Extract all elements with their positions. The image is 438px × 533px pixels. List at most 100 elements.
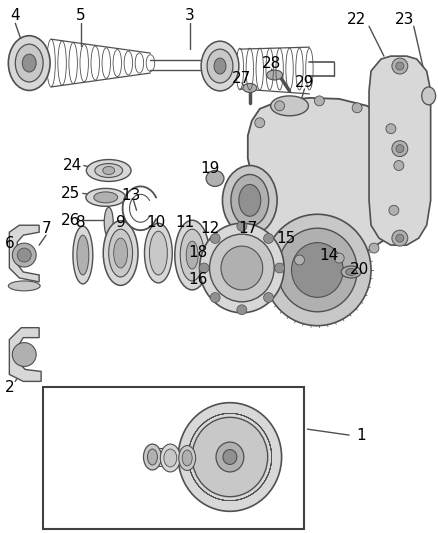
Circle shape [392,58,408,74]
Ellipse shape [182,450,192,466]
Ellipse shape [243,84,257,92]
Ellipse shape [214,58,226,74]
Ellipse shape [103,166,115,174]
Text: 11: 11 [176,215,195,230]
Ellipse shape [22,54,36,72]
Ellipse shape [264,214,371,326]
Text: 23: 23 [395,12,414,27]
Ellipse shape [8,36,50,91]
Ellipse shape [192,417,268,497]
Ellipse shape [15,44,43,82]
Circle shape [392,230,408,246]
Ellipse shape [104,207,113,237]
Circle shape [352,103,362,113]
Text: 5: 5 [76,8,86,23]
Circle shape [396,144,404,152]
Ellipse shape [206,171,224,187]
Ellipse shape [207,49,233,83]
Circle shape [210,293,220,303]
Text: 7: 7 [41,221,51,236]
Text: 18: 18 [188,245,208,260]
Circle shape [396,62,404,70]
Ellipse shape [179,446,196,471]
Circle shape [314,96,324,106]
Circle shape [237,221,247,231]
Circle shape [264,233,273,244]
Polygon shape [9,328,41,382]
Text: 13: 13 [121,188,140,203]
Ellipse shape [94,192,118,203]
Polygon shape [9,225,39,282]
Circle shape [17,248,31,262]
Ellipse shape [95,164,123,177]
Text: 19: 19 [200,161,220,176]
Ellipse shape [160,444,180,472]
Ellipse shape [223,449,237,464]
Text: 14: 14 [320,247,339,263]
Circle shape [255,118,265,128]
Text: 8: 8 [76,215,86,230]
Text: 20: 20 [350,262,369,278]
Ellipse shape [109,229,133,277]
Ellipse shape [209,234,274,302]
Ellipse shape [145,223,172,283]
Circle shape [396,234,404,242]
Polygon shape [248,98,404,260]
Ellipse shape [180,229,204,281]
Ellipse shape [278,228,357,312]
Circle shape [199,263,209,273]
Circle shape [237,305,247,315]
Text: 2: 2 [4,380,14,395]
Ellipse shape [292,243,343,297]
Circle shape [334,253,344,263]
Ellipse shape [178,403,282,511]
Ellipse shape [422,87,436,105]
Text: 3: 3 [185,8,195,23]
Ellipse shape [271,96,308,116]
Text: 12: 12 [201,221,220,236]
Ellipse shape [86,188,126,206]
Ellipse shape [86,159,131,181]
Ellipse shape [175,220,209,290]
Circle shape [389,205,399,215]
Ellipse shape [201,41,239,91]
Ellipse shape [267,70,283,80]
Circle shape [275,101,285,111]
Text: 26: 26 [61,213,81,228]
Text: 10: 10 [147,215,166,230]
Circle shape [264,293,273,303]
Ellipse shape [221,246,263,290]
Polygon shape [369,56,431,245]
Text: 29: 29 [295,76,314,91]
Circle shape [12,243,36,267]
Ellipse shape [73,226,93,284]
Ellipse shape [114,238,127,268]
Ellipse shape [186,241,198,269]
Circle shape [369,243,379,253]
Text: 15: 15 [276,231,295,246]
Ellipse shape [346,269,357,276]
Text: 22: 22 [346,12,366,27]
Ellipse shape [200,223,284,313]
Ellipse shape [149,231,167,275]
Text: 25: 25 [61,186,81,201]
Circle shape [210,233,220,244]
Ellipse shape [103,221,138,285]
Circle shape [12,343,36,367]
Text: 9: 9 [116,215,126,230]
Circle shape [386,124,396,134]
Text: 4: 4 [11,8,20,23]
Text: 6: 6 [4,236,14,251]
Text: 16: 16 [188,272,208,287]
Ellipse shape [341,266,361,278]
Text: 24: 24 [64,158,82,173]
Text: 17: 17 [238,221,258,236]
Ellipse shape [77,235,89,275]
Ellipse shape [239,184,261,216]
Text: 27: 27 [232,71,251,86]
Text: 1: 1 [356,427,366,442]
Circle shape [275,263,285,273]
Ellipse shape [223,166,277,235]
Ellipse shape [144,444,161,470]
Ellipse shape [148,449,157,465]
